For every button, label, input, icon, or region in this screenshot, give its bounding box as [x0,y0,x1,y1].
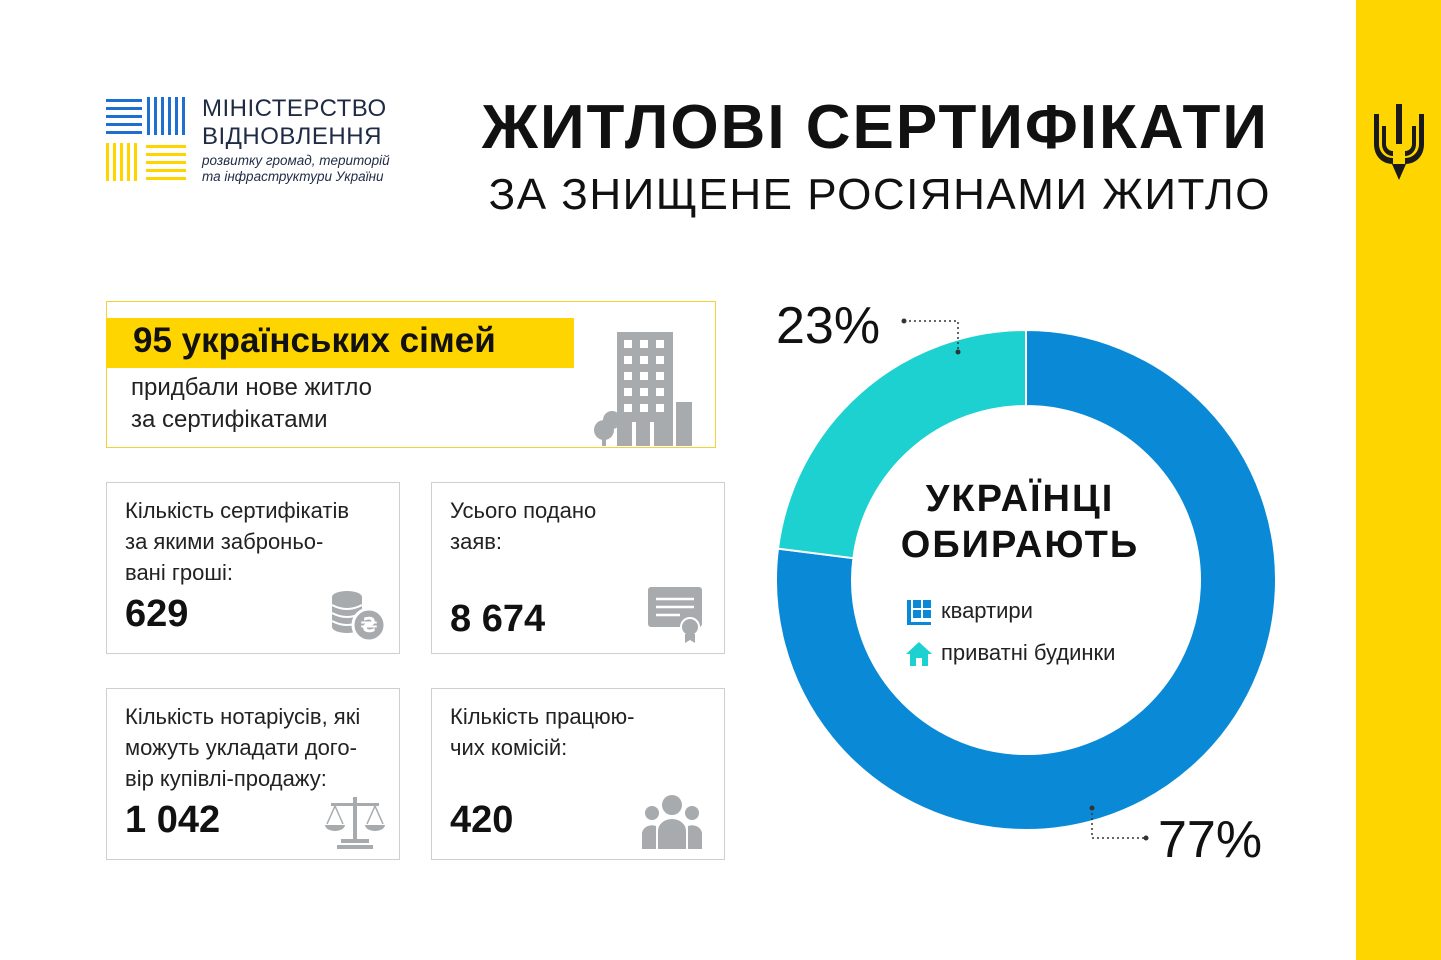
logo-line-4: та інфраструктури України [202,169,384,184]
stat-card-total-applications: Усього подано заяв: 8 674 [431,482,725,654]
apartment-icon [907,600,931,625]
page-subtitle: ЗА ЗНИЩЕНЕ РОСІЯНАМИ ЖИТЛО [488,170,1271,219]
stat-card-notaries: Кількість нотаріусів, які можуть укладат… [106,688,400,860]
ministry-logo: МІНІСТЕРСТВО ВІДНОВЛЕННЯ розвитку громад… [106,95,406,187]
legend-label-private-houses: приватні будинки [941,640,1116,665]
ministry-logo-mark [106,97,186,181]
hero-highlight [105,318,574,368]
stat-label: Кількість сертифікатів за якими заброньо… [125,498,350,585]
logo-line-2: ВІДНОВЛЕННЯ [202,123,382,150]
coins-icon: ₴ [331,591,387,643]
chart-center-title: УКРАЇНЦІ ОБИРАЮТЬ [870,476,1170,568]
scales-icon [325,797,385,849]
hero-description-line-2: за сертифікатами [131,406,328,433]
trident-icon [1374,104,1424,180]
stat-value: 1 042 [125,799,221,841]
yellow-side-stripe [1356,0,1441,960]
hero-title: 95 українських сімей [133,321,496,360]
stat-label: Кількість працюю- чих комісій: [450,704,635,760]
hero-card: 95 українських сімей придбали нове житло… [105,301,716,448]
svg-text:₴: ₴ [360,613,377,637]
stat-label: Усього подано заяв: [450,498,597,554]
stat-value: 8 674 [450,598,546,640]
stat-label: Кількість нотаріусів, які можуть укладат… [125,704,361,791]
chart-center-title-line-1: УКРАЇНЦІ [925,478,1115,520]
stat-value: 420 [450,799,514,841]
apartments-percentage-label: 77% [1158,811,1263,869]
donut-chart [775,328,1277,831]
page-title: ЖИТЛОВІ СЕРТИФІКАТИ [481,93,1269,162]
stat-card-reserved-certificates: Кількість сертифікатів за якими заброньо… [106,482,400,654]
logo-line-1: МІНІСТЕРСТВО [202,95,387,122]
chart-center-title-line-2: ОБИРАЮТЬ [900,524,1140,566]
logo-line-3: розвитку громад, територій [202,153,390,168]
donut-segment-apartments [775,328,1277,831]
building-icon [594,332,692,446]
stat-card-commissions: Кількість працюю- чих комісій: 420 [431,688,725,860]
certificate-icon [648,587,702,643]
legend-label-apartments: квартири [941,598,1033,623]
people-icon [642,795,702,849]
house-icon [906,642,932,666]
houses-percentage-label: 23% [776,297,881,355]
donut-segment-private-houses [776,328,1027,560]
stat-value: 629 [125,593,189,635]
hero-description-line-1: придбали нове житло [131,374,373,401]
